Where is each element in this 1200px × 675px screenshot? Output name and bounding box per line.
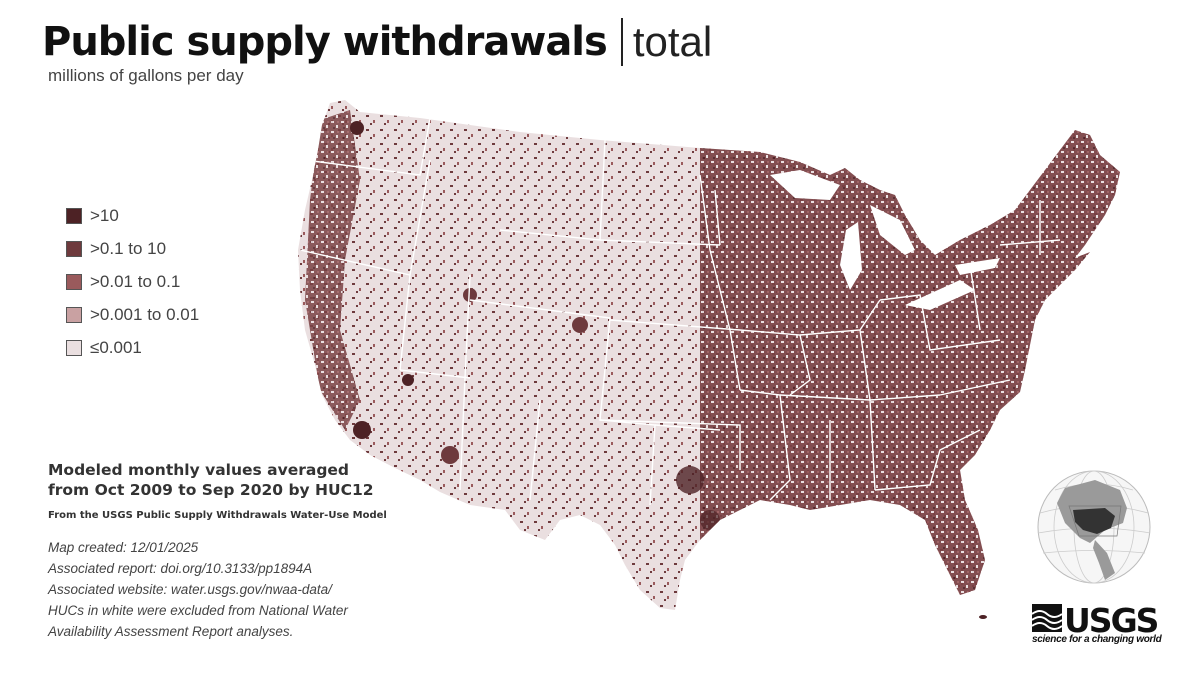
usgs-logo-text: USGS bbox=[1064, 602, 1157, 634]
method-heading-line1: Modeled monthly values averaged bbox=[48, 461, 350, 479]
units-label: millions of gallons per day bbox=[48, 66, 244, 85]
source-note: From the USGS Public Supply Withdrawals … bbox=[48, 510, 387, 521]
title-block: Public supply withdrawals total bbox=[42, 18, 712, 66]
legend-item-le-0-001: ≤0.001 bbox=[66, 331, 199, 364]
usgs-tagline: science for a changing world bbox=[1032, 634, 1162, 645]
footnotes: Map created: 12/01/2025 Associated repor… bbox=[48, 537, 348, 642]
exclusion-note-line2: Availability Assessment Report analyses. bbox=[48, 624, 294, 639]
associated-report: Associated report: doi.org/10.3133/pp189… bbox=[48, 561, 313, 576]
map-subtitle: total bbox=[632, 18, 713, 65]
legend-swatch bbox=[66, 273, 82, 290]
title-divider bbox=[620, 18, 623, 66]
legend-label: >0.001 to 0.01 bbox=[90, 304, 200, 324]
associated-website: Associated website: water.usgs.gov/nwaa-… bbox=[48, 582, 332, 597]
map-title: Public supply withdrawals bbox=[42, 19, 608, 65]
legend-label: ≤0.001 bbox=[90, 337, 142, 357]
legend-item-gt10: >10 bbox=[66, 199, 199, 232]
map-created-date: Map created: 12/01/2025 bbox=[48, 540, 199, 555]
legend-item-0-01-to-0-1: >0.01 to 0.1 bbox=[66, 265, 199, 298]
legend-swatch bbox=[66, 207, 82, 224]
method-heading: Modeled monthly values averaged from Oct… bbox=[48, 460, 374, 500]
usgs-logo: USGS bbox=[1032, 602, 1157, 634]
legend-label: >0.1 to 10 bbox=[90, 238, 167, 258]
legend-label: >10 bbox=[90, 205, 119, 225]
exclusion-note-line1: HUCs in white were excluded from Nationa… bbox=[48, 603, 348, 618]
legend-label: >0.01 to 0.1 bbox=[90, 271, 181, 291]
method-heading-line2: from Oct 2009 to Sep 2020 by HUC12 bbox=[48, 481, 374, 499]
legend-swatch bbox=[66, 306, 82, 323]
legend-item-0-1-to-10: >0.1 to 10 bbox=[66, 232, 199, 265]
legend: >10 >0.1 to 10 >0.01 to 0.1 >0.001 to 0.… bbox=[66, 199, 199, 364]
legend-swatch bbox=[66, 240, 82, 257]
globe-locator-icon bbox=[1037, 470, 1151, 584]
legend-swatch bbox=[66, 339, 82, 356]
legend-item-0-001-to-0-01: >0.001 to 0.01 bbox=[66, 298, 199, 331]
